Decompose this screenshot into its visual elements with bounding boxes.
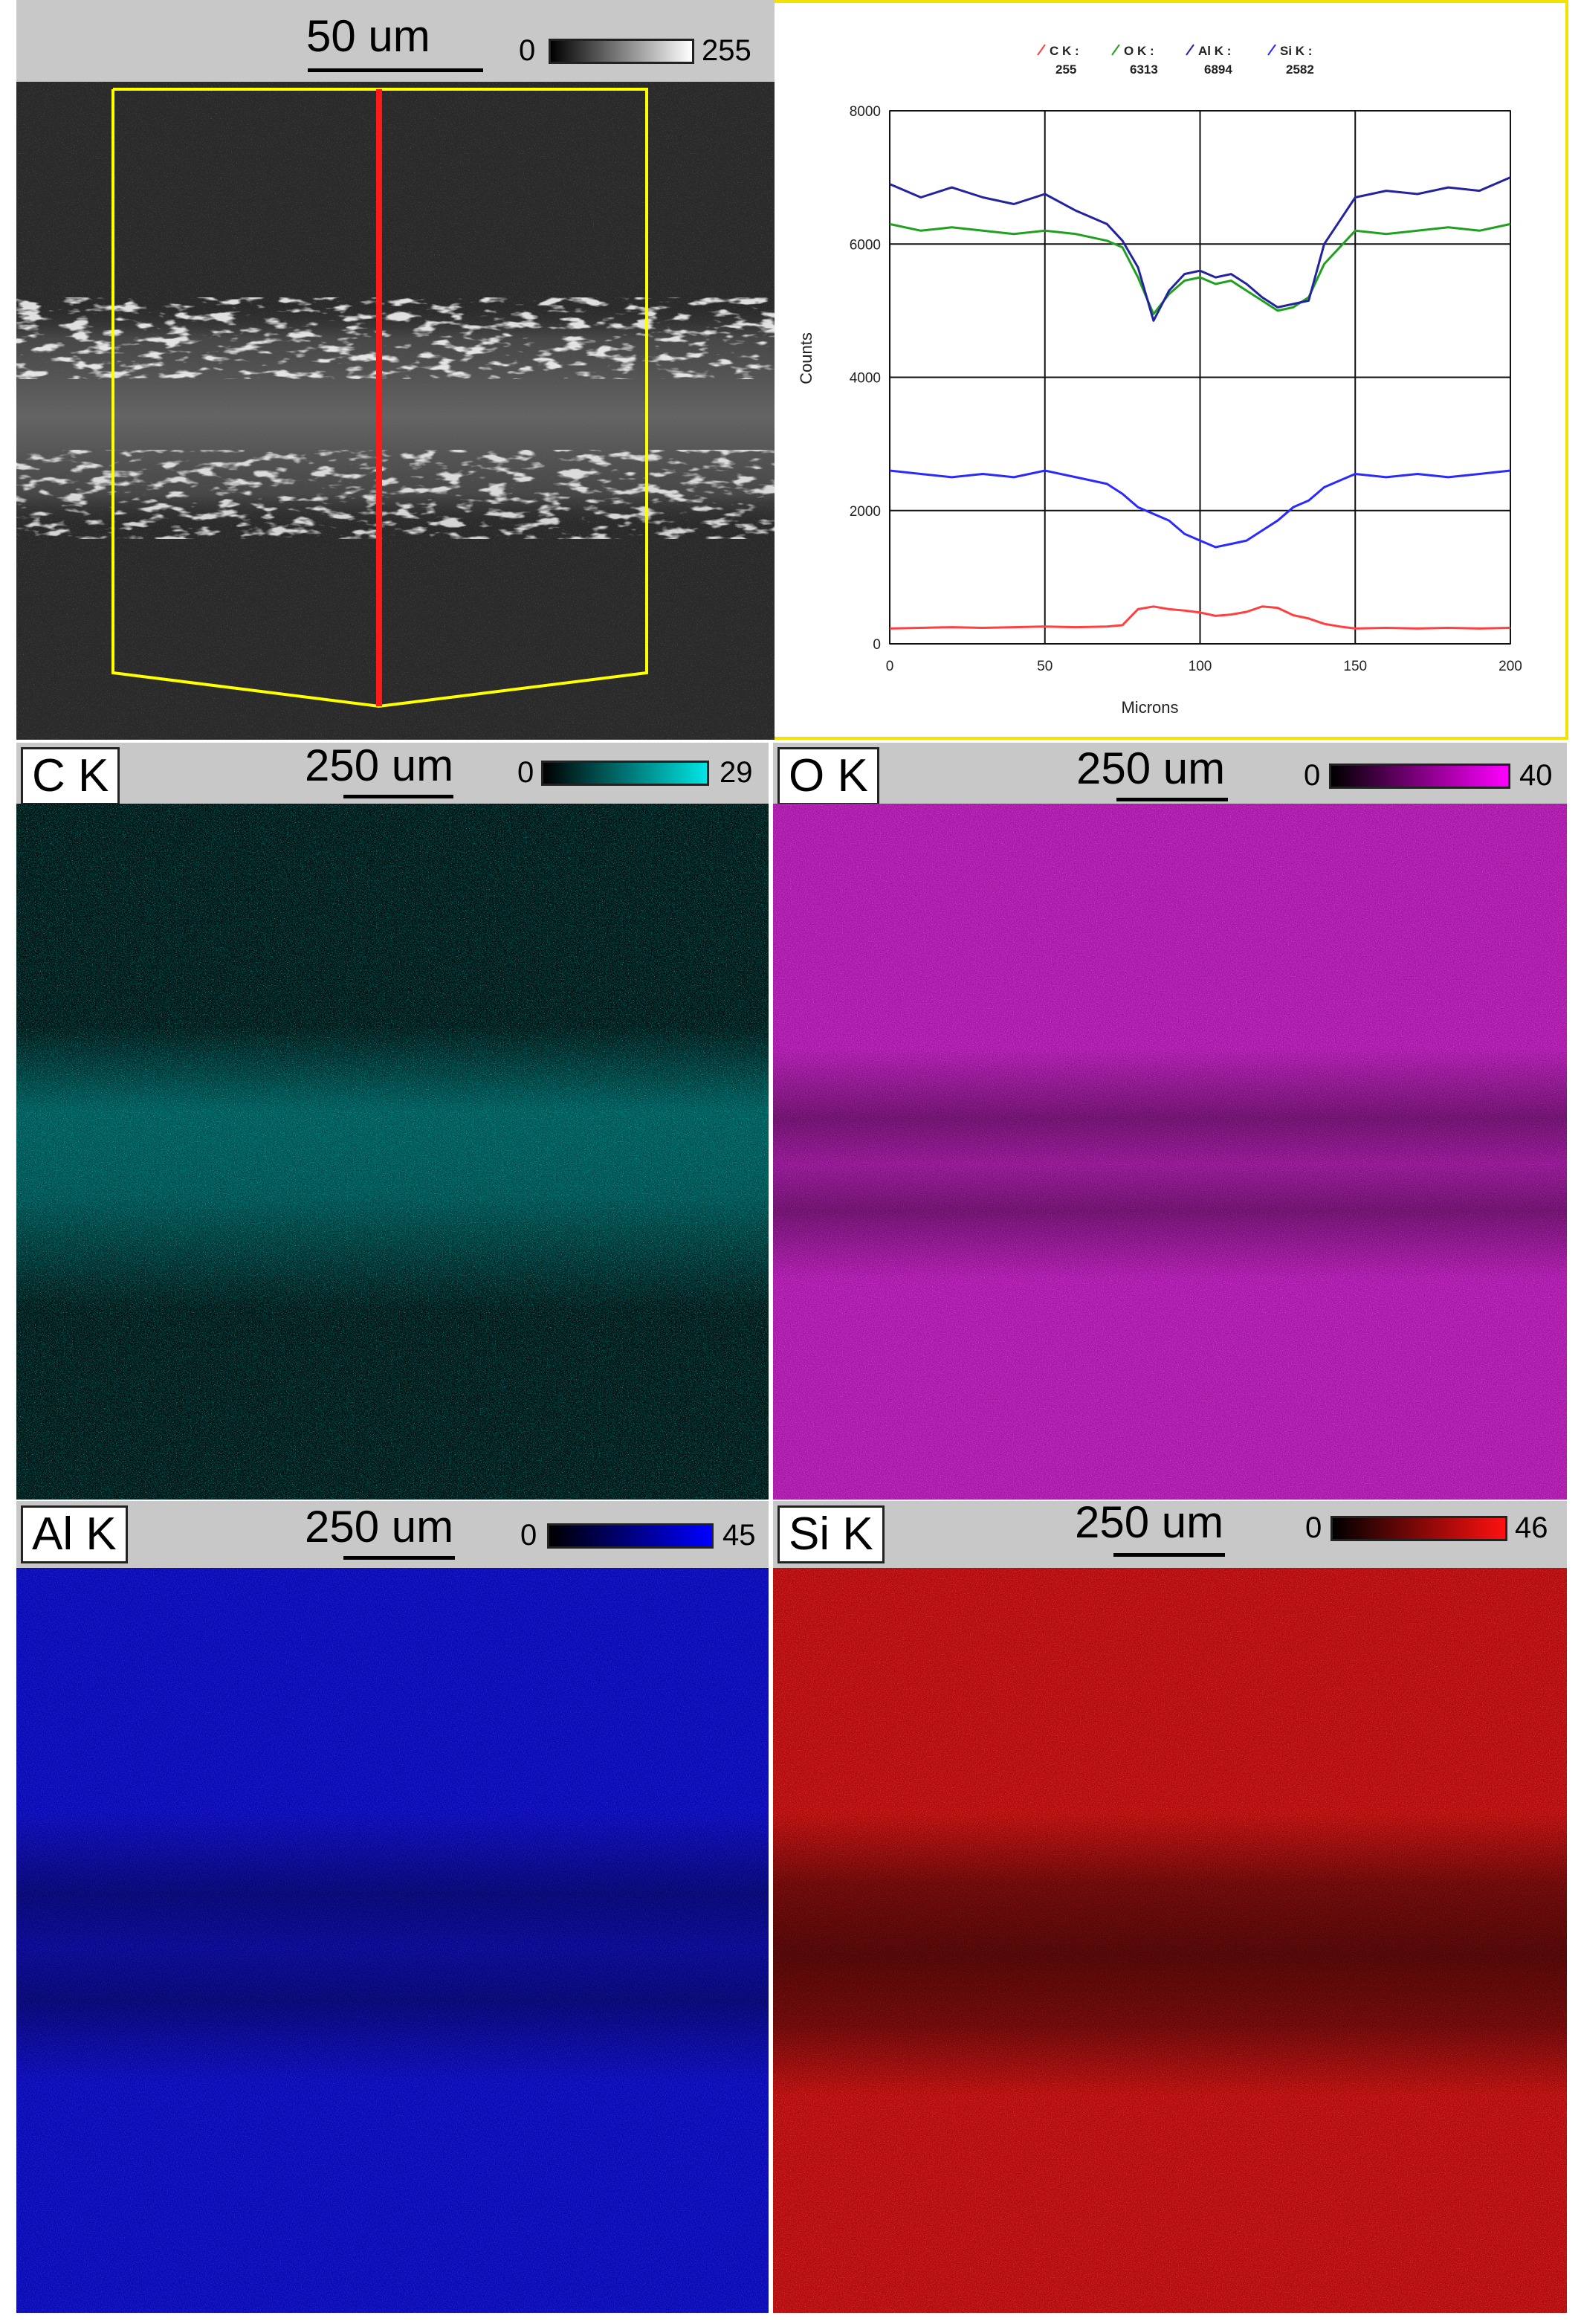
series-line-si-k xyxy=(889,469,1511,549)
x-tick-label: 50 xyxy=(1037,659,1053,674)
element-label-al: Al K xyxy=(21,1505,128,1563)
line-scan-header: 50 um 0 255 xyxy=(16,0,775,82)
colorbar-al xyxy=(547,1523,714,1549)
line-scan-panel: 50 um 0 255 xyxy=(16,0,775,740)
legend-name: Al K : xyxy=(1198,44,1231,58)
chart-legend: C K : 255 O K : 6313 Al K : 6894 Si K : 2582 xyxy=(1037,44,1314,77)
map-image-al xyxy=(16,1568,769,2313)
y-axis-label: Counts xyxy=(797,332,815,384)
legend-name: Si K : xyxy=(1280,44,1312,58)
scale-label-si: 250 um xyxy=(1075,1501,1224,1547)
x-tick-label: 100 xyxy=(1189,659,1212,674)
scale-label-o: 250 um xyxy=(1076,743,1226,793)
x-tick-label: 0 xyxy=(886,659,894,674)
scale-bar-o xyxy=(1116,798,1228,801)
element-label-si: Si K xyxy=(777,1505,885,1563)
map-image-o xyxy=(773,804,1567,1500)
map-panel-o: O K 250 um 0 40 xyxy=(773,743,1567,1500)
legend-value: 6313 xyxy=(1130,62,1158,77)
map-svg-al xyxy=(16,1568,769,2313)
colorbar-c xyxy=(541,761,709,786)
colorbar-min-si: 0 xyxy=(1305,1511,1322,1544)
map-header-al: Al K 250 um 0 45 xyxy=(16,1501,769,1568)
line-scan-image xyxy=(16,82,775,740)
legend-value: 6894 xyxy=(1204,62,1232,77)
map-header-o: O K 250 um 0 40 xyxy=(773,743,1567,805)
map-header-si: Si K 250 um 0 46 xyxy=(773,1501,1567,1568)
element-label-c: C K xyxy=(21,747,120,805)
legend-swatch xyxy=(1037,44,1046,56)
scale-bar-c xyxy=(343,795,453,798)
map-panel-al: Al K 250 um 0 45 xyxy=(16,1501,769,2313)
colorbar-max-si: 46 xyxy=(1515,1511,1548,1544)
line-scan-svg xyxy=(16,82,775,740)
map-panel-c: C K 250 um 0 29 xyxy=(16,743,769,1500)
colorbar-min-c: 0 xyxy=(517,756,534,789)
map-svg-si xyxy=(773,1568,1567,2313)
colorbar-min-al: 0 xyxy=(520,1519,537,1552)
legend-value: 2582 xyxy=(1286,62,1314,77)
y-tick-label: 2000 xyxy=(850,504,881,520)
scale-bar-si xyxy=(1113,1553,1225,1557)
series-line-o-k xyxy=(889,222,1511,315)
map-svg-c xyxy=(16,804,769,1500)
map-header-c: C K 250 um 0 29 xyxy=(16,743,769,805)
map-image-c xyxy=(16,804,769,1500)
line-scan-scale-bar xyxy=(308,68,483,72)
line-scan-colorbar xyxy=(549,39,694,64)
chart-grid xyxy=(889,110,1511,645)
legend-swatch xyxy=(1267,44,1276,56)
scan-region-outline xyxy=(111,88,648,709)
line-profile-chart-panel: C K : 255 O K : 6313 Al K : 6894 Si K : 2582 0 5… xyxy=(775,0,1568,740)
legend-name: O K : xyxy=(1124,44,1154,58)
colorbar-max-c: 29 xyxy=(720,756,753,789)
line-scan-colorbar-max: 255 xyxy=(702,34,751,67)
map-svg-o xyxy=(773,804,1567,1500)
scale-label-al: 250 um xyxy=(305,1502,454,1552)
scale-bar-al xyxy=(343,1556,455,1560)
series-line-al-k xyxy=(889,176,1511,322)
chart-series xyxy=(889,176,1511,630)
colorbar-si xyxy=(1331,1516,1507,1541)
x-axis-label: Microns xyxy=(1121,698,1178,717)
line-scan-colorbar-min: 0 xyxy=(519,34,536,67)
legend-swatch xyxy=(1186,44,1194,56)
legend-swatch xyxy=(1111,44,1120,56)
line-scan-scale-label: 50 um xyxy=(306,11,430,61)
legend-value: 255 xyxy=(1055,62,1076,77)
colorbar-max-o: 40 xyxy=(1519,759,1553,792)
colorbar-min-o: 0 xyxy=(1304,759,1321,792)
colorbar-o xyxy=(1329,764,1510,789)
map-panel-si: Si K 250 um 0 46 xyxy=(773,1501,1567,2313)
scale-label-c: 250 um xyxy=(305,743,454,790)
y-tick-label: 6000 xyxy=(850,237,881,253)
x-tick-label: 150 xyxy=(1343,659,1367,674)
y-tick-label: 0 xyxy=(873,637,881,653)
map-image-si xyxy=(773,1568,1567,2313)
series-line-c-k xyxy=(889,605,1511,630)
y-tick-label: 4000 xyxy=(850,371,881,387)
y-tick-label: 8000 xyxy=(850,104,881,120)
colorbar-max-al: 45 xyxy=(722,1519,756,1552)
legend-name: C K : xyxy=(1050,44,1079,58)
element-label-o: O K xyxy=(777,747,879,805)
x-tick-label: 200 xyxy=(1498,659,1522,674)
line-profile-chart: C K : 255 O K : 6313 Al K : 6894 Si K : 2582 0 5… xyxy=(797,44,1522,717)
